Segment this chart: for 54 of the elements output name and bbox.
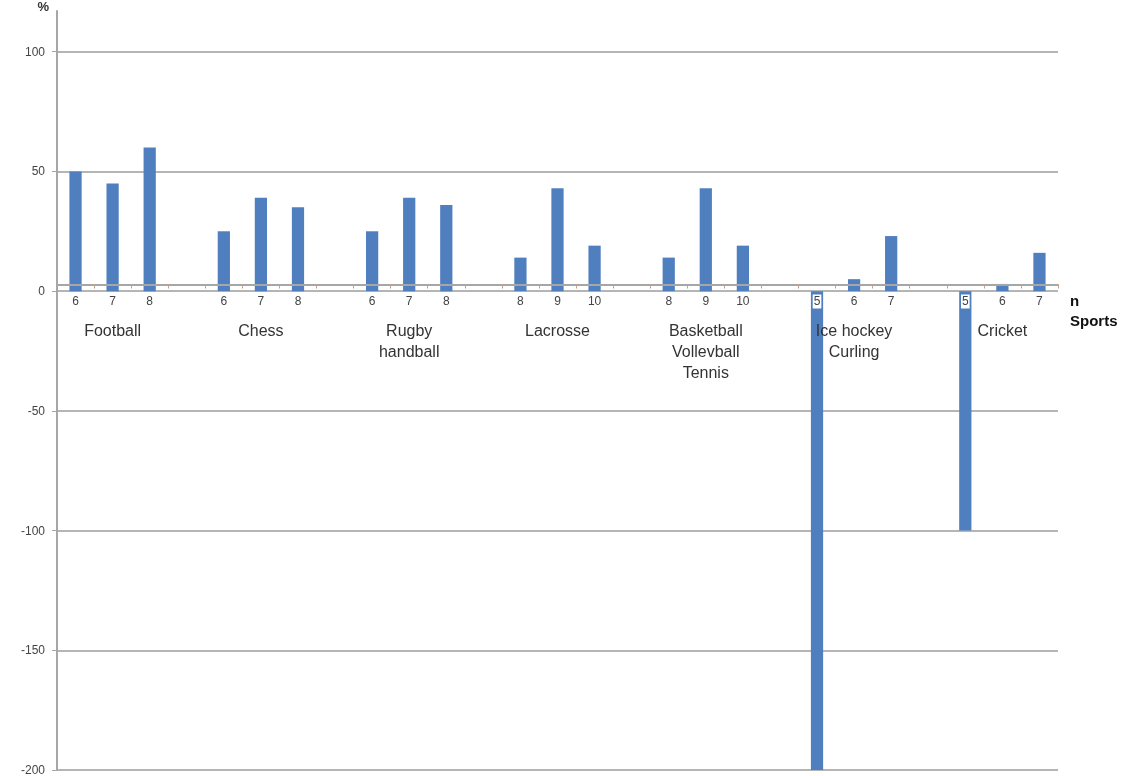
annotation: Lacrosse (525, 322, 591, 340)
y-tick-label: 100 (24, 44, 46, 59)
bar (1033, 252, 1046, 292)
annotation: Rugby handball (378, 322, 440, 361)
bar (440, 204, 453, 292)
bar (366, 231, 379, 292)
bar (514, 257, 527, 292)
x-tick-label: 6 (368, 294, 376, 309)
annotation: Chess (238, 322, 284, 340)
x-tick-label: 7 (405, 294, 413, 309)
bar (662, 257, 675, 292)
bar (403, 197, 416, 292)
annotation: Basketball Vollevball Tennis (668, 322, 743, 382)
x-tick-label: 9 (702, 294, 710, 309)
bar (959, 291, 972, 531)
bar (106, 183, 119, 292)
y-tick-label: -50 (27, 403, 46, 418)
bar (217, 231, 230, 292)
bar (551, 188, 564, 292)
bar (736, 245, 749, 292)
x-tick-label: 7 (257, 294, 265, 309)
x-tick-label: 10 (736, 294, 750, 309)
x-tick-label: 6 (72, 294, 80, 309)
y-tick-label: -200 (20, 763, 46, 776)
y-tick-label: 50 (31, 164, 46, 179)
x-tick-label: 8 (442, 294, 450, 309)
x-axis-title: n Sports (1070, 291, 1118, 329)
x-tick-label: 8 (146, 294, 154, 309)
y-tick-label: -150 (20, 643, 46, 658)
x-tick-label: 7 (1036, 294, 1044, 309)
x-tick-label: 7 (109, 294, 117, 309)
y-tick-label: 0 (38, 284, 46, 299)
annotation: Football (84, 322, 142, 340)
x-tick-label: 6 (999, 294, 1007, 309)
bar (291, 207, 305, 292)
x-tick-label: 8 (665, 294, 673, 309)
bar (69, 171, 82, 292)
x-tick-label: 8 (294, 294, 302, 309)
x-tick-label: 5 (813, 294, 821, 309)
bar (143, 147, 156, 292)
x-tick-label: 7 (887, 294, 895, 309)
x-tick-label: 6 (850, 294, 858, 309)
y-axis-title: % (37, 0, 50, 14)
x-tick-label: 8 (517, 294, 525, 309)
bar (699, 188, 712, 292)
annotation: Cricket (977, 322, 1028, 340)
x-tick-label: 10 (587, 294, 602, 309)
x-tick-label: 5 (961, 294, 969, 309)
bar (254, 197, 268, 292)
x-tick-label: 6 (220, 294, 228, 309)
y-tick-label: -100 (20, 523, 46, 538)
bar (885, 236, 898, 292)
bar (588, 245, 601, 292)
x-tick-label: 9 (554, 294, 562, 309)
